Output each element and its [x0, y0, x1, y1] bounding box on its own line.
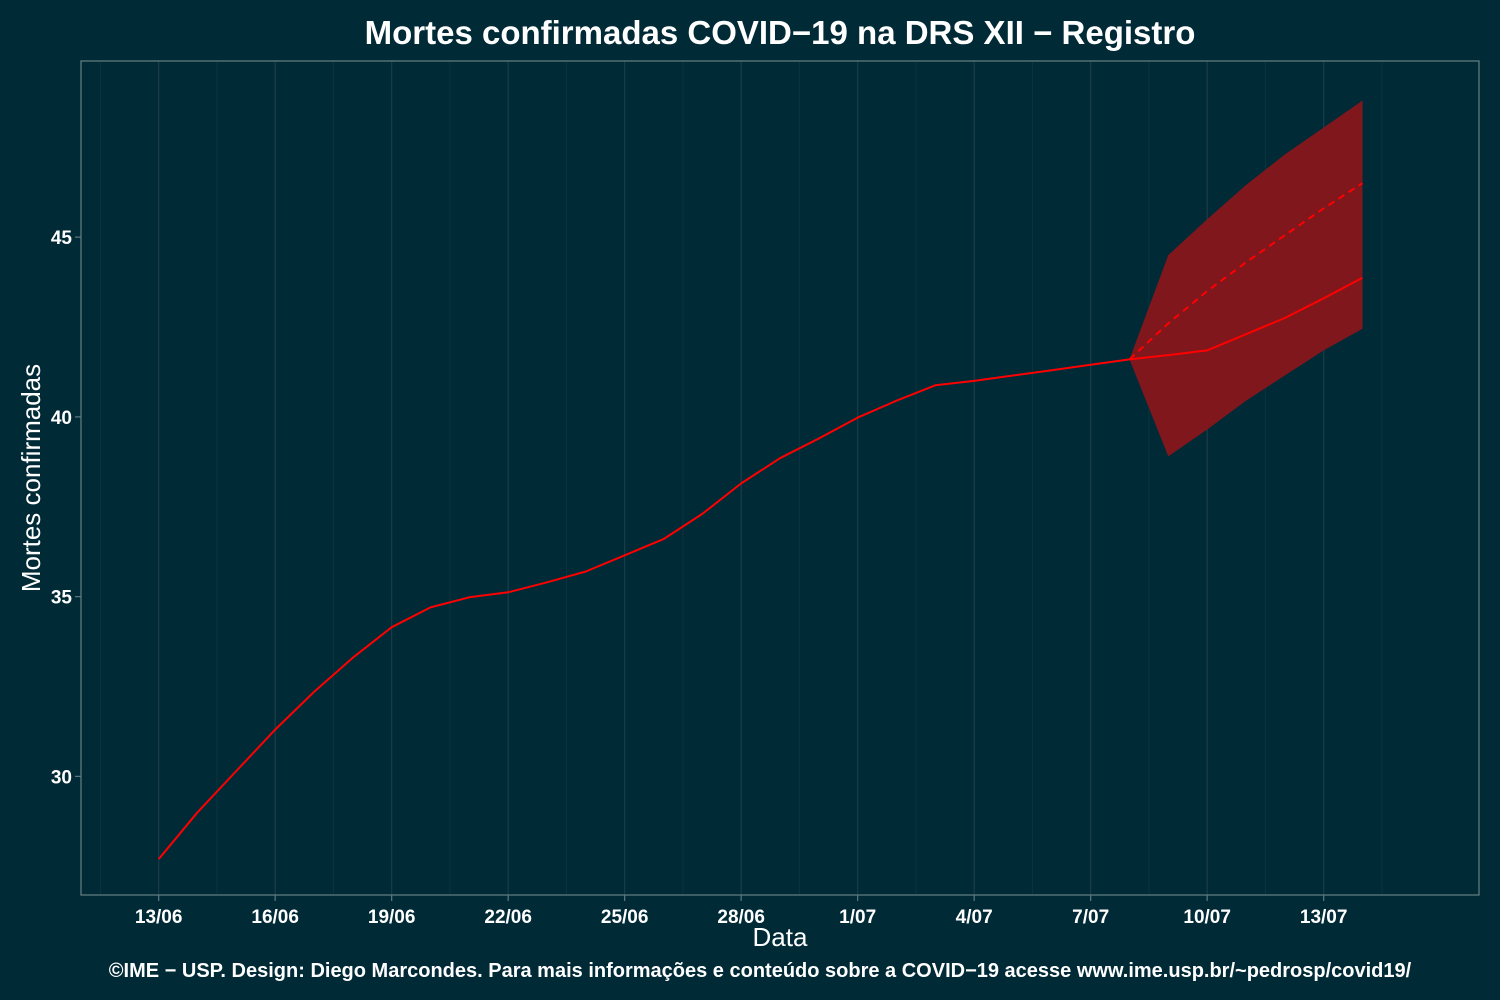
grid-lines: [99, 61, 1383, 895]
y-axis-label: Mortes confirmadas: [16, 364, 46, 592]
x-axis-label: Data: [753, 922, 808, 952]
y-tick-label: 30: [51, 767, 72, 788]
footer-credits: ©IME − USP. Design: Diego Marcondes. Par…: [109, 960, 1412, 982]
observed-line: [157, 276, 1363, 860]
series-layer: [157, 182, 1364, 860]
prediction-band-layer: [1129, 100, 1363, 457]
x-axis: 13/06 16/06 19/06 22/06 25/06 28/06 1/07 4/07 7/…: [135, 895, 1348, 928]
x-tick-label: 10/07: [1183, 907, 1231, 928]
x-tick-label: 13/07: [1300, 907, 1348, 928]
y-tick-label: 40: [51, 408, 72, 429]
x-tick-label: 28/06: [717, 907, 765, 928]
x-tick-label: 16/06: [251, 907, 299, 928]
y-tick-label: 35: [51, 588, 73, 609]
x-tick-label: 13/06: [135, 907, 183, 928]
chart-title: Mortes confirmadas COVID−19 na DRS XII −…: [365, 14, 1196, 51]
y-tick-label: 45: [51, 228, 73, 249]
x-tick-label: 4/07: [956, 907, 993, 928]
prediction-band: [1129, 100, 1363, 457]
y-axis: 30 35 40 45: [51, 228, 81, 788]
x-tick-label: 22/06: [484, 907, 532, 928]
plot-panel-border: [80, 60, 1480, 896]
x-tick-label: 19/06: [368, 907, 416, 928]
x-tick-label: 25/06: [601, 907, 649, 928]
x-tick-label: 1/07: [839, 907, 876, 928]
forecast-line: [1128, 182, 1364, 361]
x-tick-label: 7/07: [1072, 907, 1109, 928]
